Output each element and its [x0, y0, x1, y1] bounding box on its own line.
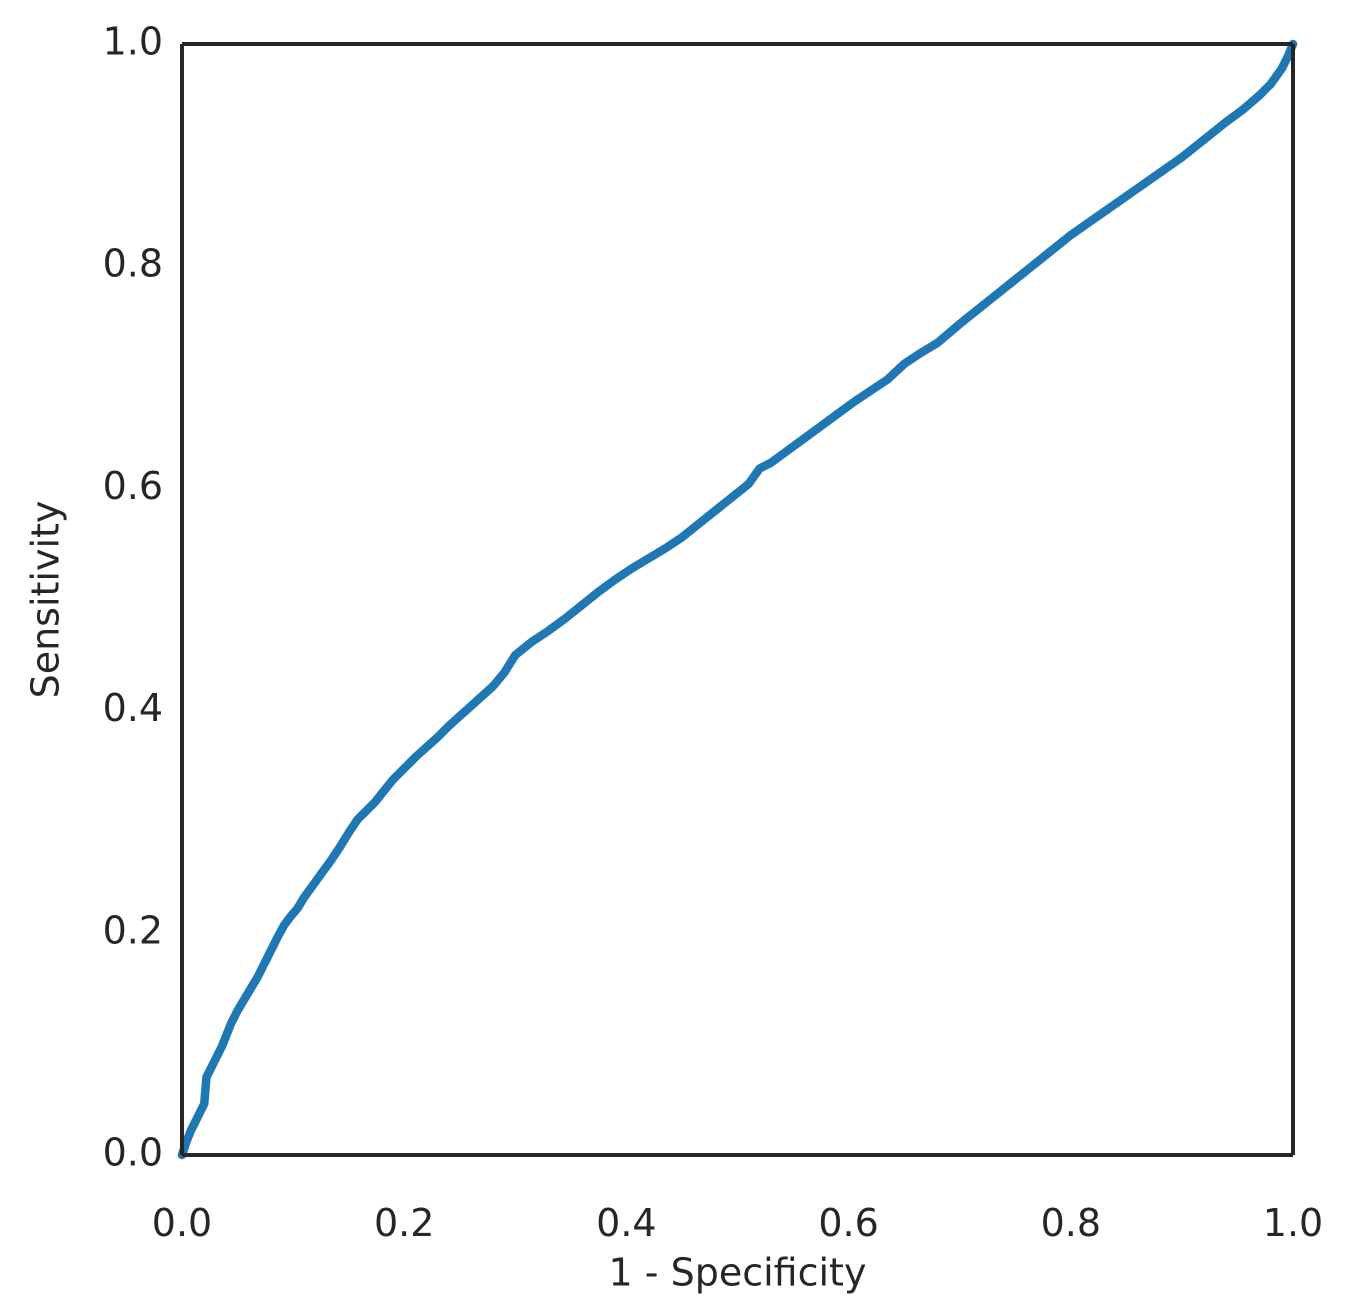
x-axis-label: 1 - Specificity — [609, 1251, 867, 1295]
plot-area-background — [182, 44, 1293, 1155]
y-tick-label: 0.8 — [103, 242, 163, 286]
y-tick-label: 0.4 — [103, 686, 163, 730]
y-tick-labels: 0.0 0.2 0.4 0.6 0.8 1.0 — [103, 20, 163, 1175]
x-tick-label: 0.6 — [818, 1201, 878, 1245]
y-tick-label: 0.0 — [103, 1131, 163, 1175]
x-tick-label: 0.0 — [152, 1201, 212, 1245]
x-tick-label: 0.4 — [596, 1201, 656, 1245]
roc-curve-line — [177, 39, 1298, 1160]
y-tick-label: 0.2 — [103, 908, 163, 952]
y-axis-label: Sensitivity — [24, 501, 68, 699]
y-tick-label: 1.0 — [103, 20, 163, 64]
y-tick-label: 0.6 — [103, 464, 163, 508]
x-tick-label: 0.2 — [374, 1201, 434, 1245]
x-tick-labels: 0.0 0.2 0.4 0.6 0.8 1.0 — [152, 1201, 1323, 1245]
x-tick-label: 1.0 — [1263, 1201, 1323, 1245]
x-tick-label: 0.8 — [1041, 1201, 1101, 1245]
